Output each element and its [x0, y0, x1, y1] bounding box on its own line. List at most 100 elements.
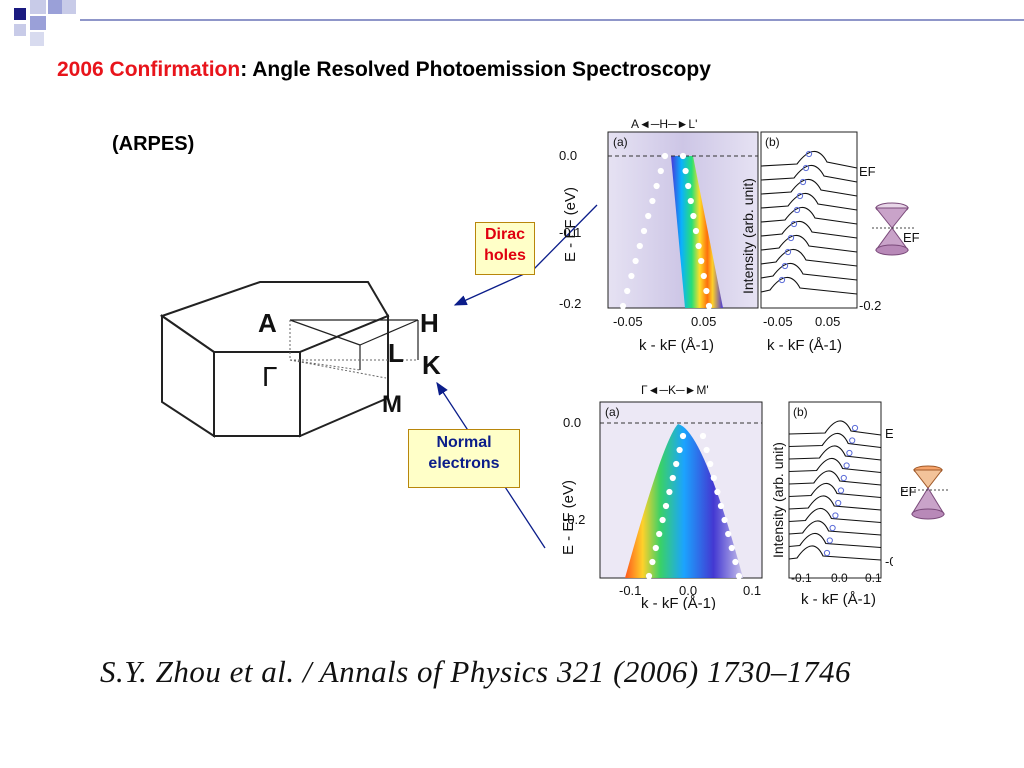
bottom-edc-xlabel: k - kF (Å-1): [801, 591, 876, 608]
mdc-peak-left: [645, 212, 652, 220]
top-edc-xtick-0: -0.05: [763, 314, 793, 329]
bz-label-L: L: [388, 338, 404, 368]
corner-decoration: [14, 0, 76, 46]
bottom-path-label: Γ◄─K─►M': [641, 383, 709, 397]
mdc-peak-left: [628, 272, 635, 280]
top-cone-label: EF: [903, 230, 920, 245]
mdc-peak-right: [728, 544, 735, 552]
mdc-peak-right: [690, 212, 697, 220]
edc-peak-marker: [849, 437, 856, 444]
mdc-peak-left: [666, 488, 673, 496]
edc-peak-marker: [793, 206, 801, 214]
mdc-peak-left: [645, 572, 653, 580]
edc-peak-marker: [846, 449, 853, 457]
top-panel-a-label: (a): [613, 135, 628, 149]
edc-peak-marker: [840, 474, 847, 482]
edc-curve: [760, 164, 858, 183]
bottom-bottom-value: -0.3: [885, 554, 893, 569]
bottom-edc-xtick-2: 0.1: [865, 571, 882, 585]
edc-curve: [788, 495, 882, 511]
bottom-xlabel: k - kF (Å-1): [641, 595, 716, 610]
bottom-xtick-0: -0.1: [619, 583, 641, 598]
bottom-ytick-0: 0.0: [563, 415, 581, 430]
mdc-peak-right: [700, 272, 707, 280]
mdc-peak-left: [657, 167, 664, 175]
top-edc-xtick-1: 0.05: [815, 314, 840, 329]
edc-curve: [788, 470, 882, 486]
mdc-peak-right: [692, 227, 700, 235]
mdc-peak-right: [714, 488, 721, 496]
dirac-cone-icon-top: EF: [872, 202, 920, 256]
bottom-edc-xtick-0: -0.1: [791, 571, 812, 585]
mdc-peak-right: [699, 432, 707, 440]
edc-curve: [760, 206, 858, 225]
edc-peak-marker: [832, 512, 839, 519]
bottom-ylabel: E - EF (eV): [560, 480, 577, 555]
edc-curve: [760, 192, 858, 211]
callout-dirac-line2: holes: [484, 247, 526, 264]
mdc-peak-right: [717, 502, 725, 510]
arpes-figure-bottom: Γ◄─K─►M' (a) 0.0 -0.2 E - EF (eV) -0.1 0…: [560, 383, 893, 610]
title-rest: : Angle Resolved Photoemission Spectrosc…: [240, 58, 711, 81]
bottom-ef-label: EF: [885, 426, 893, 441]
edc-curve: [788, 532, 882, 549]
edc-curve: [760, 150, 858, 169]
top-mdc-peaks: [619, 152, 713, 310]
bottom-edc-curves: [788, 420, 882, 561]
edc-peak-marker: [805, 150, 813, 158]
edc-peak-marker: [778, 276, 786, 284]
edc-peak-marker: [799, 178, 807, 186]
mdc-peak-left: [662, 502, 670, 510]
bottom-ytick-1: -0.2: [563, 512, 585, 527]
top-xtick-1: 0.05: [691, 314, 716, 329]
title-highlight: 2006 Confirmation: [57, 58, 241, 81]
mdc-peak-right: [703, 446, 710, 454]
edc-curve: [788, 445, 882, 461]
top-edc-ylabel: Intensity (arb. unit): [740, 178, 756, 294]
edc-peak-marker: [843, 462, 850, 469]
edc-peak-marker: [790, 220, 798, 228]
edc-peak-marker: [837, 487, 845, 494]
bz-label-Gamma: Γ: [262, 361, 277, 392]
edc-curve: [788, 482, 882, 499]
top-ylabel: E - EF (eV): [562, 187, 579, 262]
mdc-peak-right: [735, 572, 743, 580]
top-ytick-1: -0.1: [559, 225, 581, 240]
callout-dirac-line1: Dirac: [484, 226, 526, 243]
top-ytick-0: 0.0: [559, 148, 577, 163]
mdc-peak-right: [685, 182, 692, 190]
bz-label-A: A: [258, 308, 277, 338]
edc-peak-marker: [823, 549, 831, 557]
mdc-peak-left: [659, 516, 666, 524]
edc-peak-marker: [802, 164, 810, 172]
top-edc-box: [760, 131, 858, 309]
mdc-peak-right: [695, 242, 702, 250]
edc-peak-marker: [851, 424, 859, 432]
arpes-subtitle: (ARPES): [112, 133, 195, 155]
edc-curve: [760, 220, 858, 239]
edc-peak-marker: [787, 234, 795, 242]
bottom-panel-a-label: (a): [605, 405, 620, 419]
edc-curve: [760, 262, 858, 281]
bz-label-M: M: [382, 391, 402, 418]
bottom-mdc-peaks: [645, 432, 743, 580]
edc-curve: [760, 276, 858, 295]
arpes-figure-top: A◄─H─►L' (a) 0.0 -0.1 -0.2 E - EF (eV) -…: [559, 117, 881, 354]
top-edc-xlabel: k - kF (Å-1): [767, 337, 842, 354]
edc-curve: [788, 545, 882, 561]
mdc-peak-right: [703, 287, 710, 295]
edc-curve: [760, 178, 858, 197]
mdc-peak-right: [707, 460, 714, 468]
mdc-peak-left: [661, 152, 669, 160]
mdc-peak-right: [687, 197, 694, 205]
edc-curve: [788, 507, 882, 524]
mdc-peak-left: [652, 544, 659, 552]
mdc-peak-right: [682, 167, 689, 175]
bottom-edc-xtick-1: 0.0: [831, 571, 848, 585]
mdc-peak-left: [679, 432, 687, 440]
mdc-peak-left: [656, 530, 663, 538]
dirac-cone-icon-bottom: EF: [900, 465, 950, 520]
mdc-peak-left: [632, 257, 639, 265]
mdc-peak-right: [705, 302, 713, 310]
callout-normal-electrons: Normal electrons: [408, 429, 520, 488]
